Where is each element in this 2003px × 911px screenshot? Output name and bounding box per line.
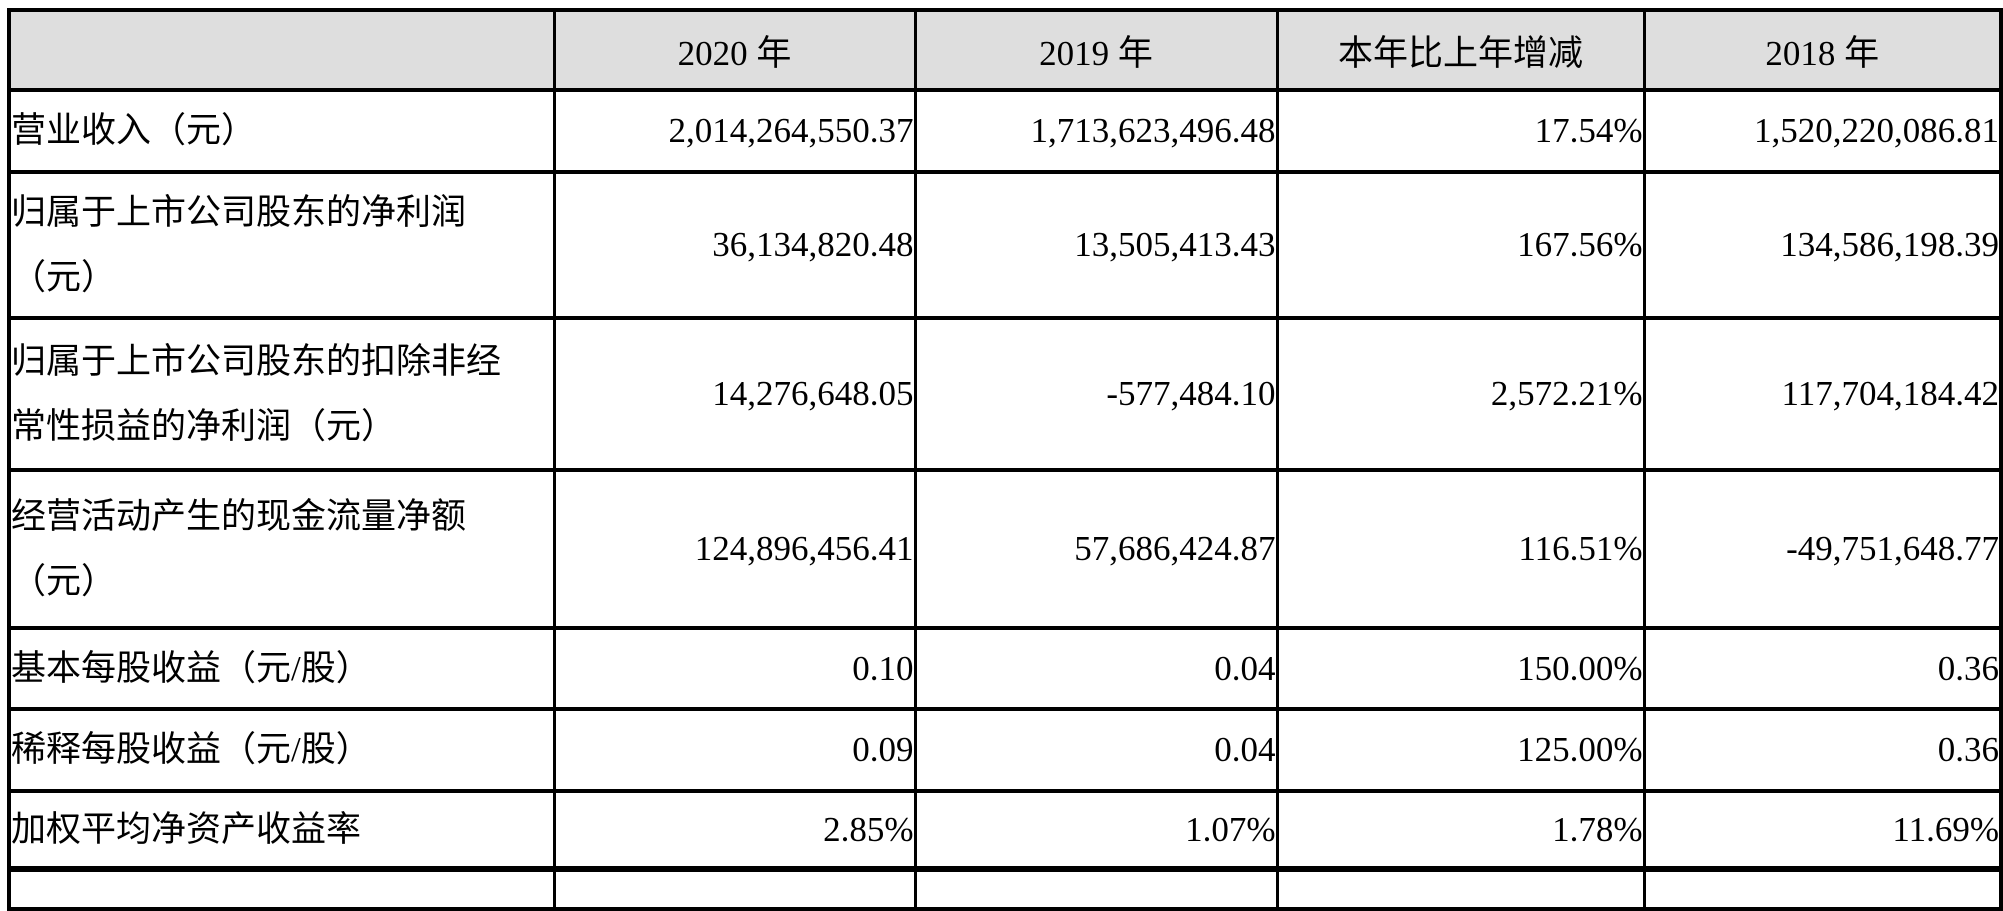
row-label: 稀释每股收益（元/股）: [7, 707, 556, 793]
column-header-yoy-change: 本年比上年增减: [1275, 8, 1646, 92]
cell-value: 0.04: [913, 626, 1279, 711]
column-header-2018: 2018 年: [1642, 8, 2003, 92]
cell-value: 14,276,648.05: [552, 316, 917, 472]
row-label: 加权平均净资产收益率: [7, 789, 556, 871]
table-row-operating-cash-flow: 经营活动产生的现金流量净额 （元） 124,896,456.41 57,686,…: [7, 468, 2003, 630]
cell-value: 1,713,623,496.48: [913, 88, 1279, 174]
cell-value: 134,586,198.39: [1642, 170, 2003, 320]
column-header-2020: 2020 年: [552, 8, 917, 92]
cell-value: 2,014,264,550.37: [552, 88, 917, 174]
financial-summary-table: 2020 年 2019 年 本年比上年增减 2018 年 营业收入（元） 2,0…: [7, 8, 2003, 911]
cell-value: 2.85%: [552, 789, 917, 871]
table-row-partial-cutoff: [7, 866, 2003, 911]
table-row-basic-eps: 基本每股收益（元/股） 0.10 0.04 150.00% 0.36: [7, 626, 2003, 711]
cell-value: 0.10: [552, 626, 917, 711]
table-row-weighted-avg-roe: 加权平均净资产收益率 2.85% 1.07% 1.78% 11.69%: [7, 789, 2003, 871]
cell-value: -49,751,648.77: [1642, 468, 2003, 630]
row-label: 归属于上市公司股东的净利润 （元）: [7, 170, 556, 320]
cell-value: 13,505,413.43: [913, 170, 1279, 320]
row-label: [7, 866, 556, 911]
cell-value: [913, 866, 1279, 911]
table-row-net-profit-excl-nonrecurring: 归属于上市公司股东的扣除非经 常性损益的净利润（元） 14,276,648.05…: [7, 316, 2003, 472]
row-label: 归属于上市公司股东的扣除非经 常性损益的净利润（元）: [7, 316, 556, 472]
cell-value: 0.04: [913, 707, 1279, 793]
table-row-net-profit: 归属于上市公司股东的净利润 （元） 36,134,820.48 13,505,4…: [7, 170, 2003, 320]
cell-value: [1642, 866, 2003, 911]
column-header-blank: [7, 8, 556, 92]
row-label: 基本每股收益（元/股）: [7, 626, 556, 711]
column-header-2019: 2019 年: [913, 8, 1279, 92]
cell-value: 0.36: [1642, 626, 2003, 711]
table-row-diluted-eps: 稀释每股收益（元/股） 0.09 0.04 125.00% 0.36: [7, 707, 2003, 793]
cell-value: 1.78%: [1275, 789, 1646, 871]
table-header-row: 2020 年 2019 年 本年比上年增减 2018 年: [7, 8, 2003, 92]
row-label: 经营活动产生的现金流量净额 （元）: [7, 468, 556, 630]
cell-value: 167.56%: [1275, 170, 1646, 320]
cell-value: 1,520,220,086.81: [1642, 88, 2003, 174]
row-label: 营业收入（元）: [7, 88, 556, 174]
cell-value: 57,686,424.87: [913, 468, 1279, 630]
cell-value: 0.09: [552, 707, 917, 793]
cell-value: 36,134,820.48: [552, 170, 917, 320]
cell-value: 116.51%: [1275, 468, 1646, 630]
cell-value: [552, 866, 917, 911]
cell-value: 124,896,456.41: [552, 468, 917, 630]
table-row-operating-revenue: 营业收入（元） 2,014,264,550.37 1,713,623,496.4…: [7, 88, 2003, 174]
cell-value: -577,484.10: [913, 316, 1279, 472]
cell-value: 117,704,184.42: [1642, 316, 2003, 472]
cell-value: 11.69%: [1642, 789, 2003, 871]
cell-value: 150.00%: [1275, 626, 1646, 711]
cell-value: 1.07%: [913, 789, 1279, 871]
cell-value: [1275, 866, 1646, 911]
cell-value: 125.00%: [1275, 707, 1646, 793]
cell-value: 0.36: [1642, 707, 2003, 793]
cell-value: 2,572.21%: [1275, 316, 1646, 472]
cell-value: 17.54%: [1275, 88, 1646, 174]
